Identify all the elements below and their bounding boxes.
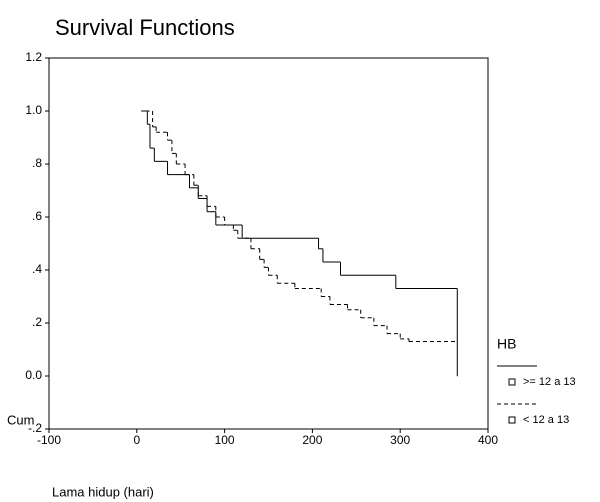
y-tick-label: .6: [32, 209, 42, 223]
legend-label: >= 12 a 13: [523, 376, 576, 388]
x-tick-label: 300: [390, 433, 410, 447]
y-tick-label: .8: [32, 156, 42, 170]
y-axis-label: Cum: [7, 412, 34, 427]
y-tick-label: 1.2: [25, 50, 42, 64]
y-tick-label: 0.0: [25, 368, 42, 382]
y-tick-label: .4: [32, 262, 42, 276]
legend-marker: [508, 378, 516, 386]
legend-title: HB: [497, 336, 516, 352]
legend-label: < 12 a 13: [523, 414, 569, 426]
x-tick-label: 200: [302, 433, 322, 447]
x-tick-label: 100: [215, 433, 235, 447]
x-tick-label: -100: [37, 433, 61, 447]
chart-title: Survival Functions: [55, 15, 235, 40]
y-tick-label: -.2: [28, 421, 42, 435]
x-axis-label: Lama hidup (hari): [52, 484, 154, 499]
y-tick-label: 1.0: [25, 103, 42, 117]
legend-marker: [508, 416, 516, 424]
y-tick-label: .2: [32, 315, 42, 329]
x-tick-label: 0: [133, 433, 140, 447]
plot-frame: [48, 57, 489, 430]
x-tick-label: 400: [478, 433, 498, 447]
